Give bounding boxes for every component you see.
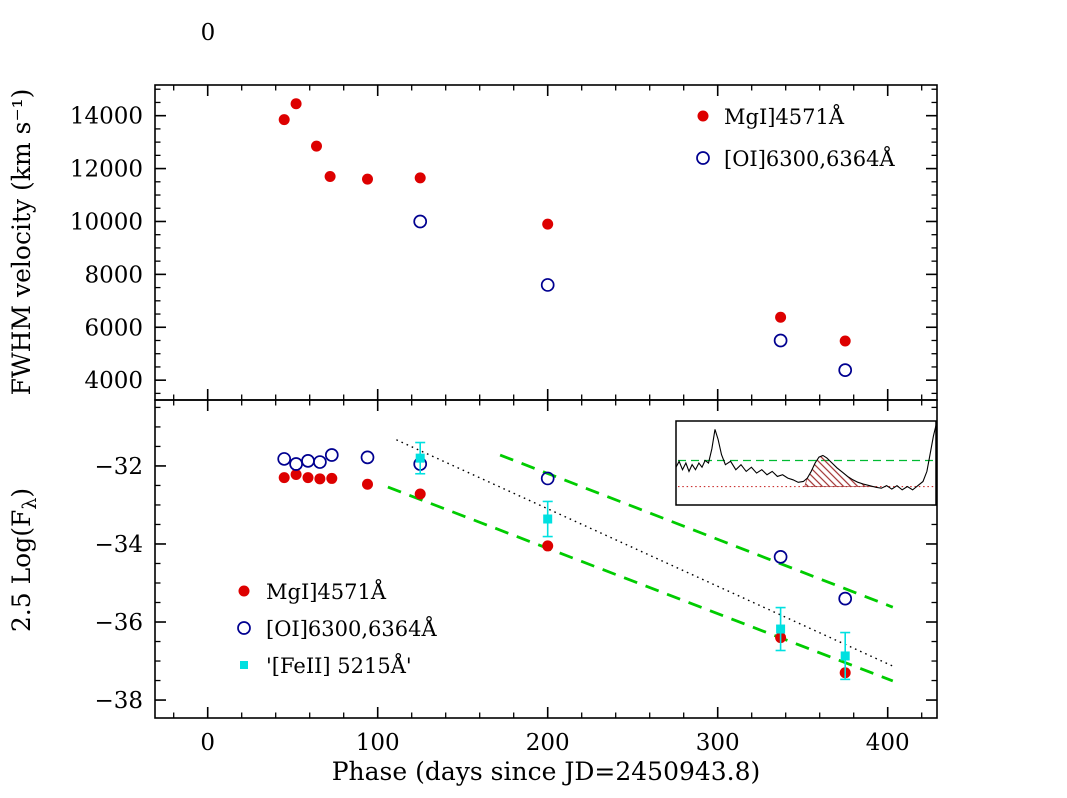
bottom-legend: MgI]4571Å [OI]6300,6364Å '[FeII] 5215Å'	[237, 579, 437, 678]
y-tick-label: −38	[94, 688, 143, 714]
y-tick-label: 4000	[84, 368, 143, 394]
decline-slope-lower-line	[387, 485, 894, 683]
x-tick-label: 400	[866, 730, 910, 756]
data-point	[838, 363, 853, 377]
top-axis-zero-label: 0	[201, 20, 216, 46]
top-legend: MgI]4571Å [OI]6300,6364Å	[696, 104, 895, 171]
data-point	[302, 472, 314, 484]
data-point	[324, 171, 336, 183]
legend-label-mgi-bottom: MgI]4571Å	[266, 579, 387, 604]
bottom-y-axis-title: 2.5 Log(Fλ)	[7, 488, 41, 632]
inset-spectrum-trace	[675, 425, 937, 491]
top-y-axis-title: FWHM velocity (km s⁻¹)	[7, 89, 36, 396]
data-point	[542, 540, 554, 552]
series-open-circle	[413, 214, 853, 377]
data-point	[311, 140, 322, 152]
data-point	[362, 478, 373, 490]
y-tick-label: 10000	[70, 209, 143, 235]
data-point	[542, 218, 554, 230]
data-point	[776, 624, 786, 634]
data-point	[290, 469, 302, 481]
data-point	[414, 488, 426, 500]
data-point	[414, 172, 426, 184]
x-tick-label: 100	[356, 730, 400, 756]
data-point	[301, 454, 315, 468]
data-point	[540, 278, 555, 292]
data-point	[314, 473, 326, 485]
legend-label-mgi-top: MgI]4571Å	[724, 104, 845, 129]
data-point	[238, 585, 250, 597]
legend-label-oi-top: [OI]6300,6364Å	[724, 146, 895, 171]
data-point	[415, 453, 425, 463]
y-tick-label: 8000	[84, 262, 143, 288]
legend-label-oi-bottom: [OI]6300,6364Å	[266, 616, 437, 641]
data-point	[313, 455, 327, 469]
y-tick-label: 12000	[70, 157, 143, 183]
data-point	[362, 173, 373, 185]
data-point	[697, 110, 709, 122]
data-point	[240, 661, 248, 669]
data-point	[277, 452, 292, 466]
data-point	[360, 450, 375, 465]
x-tick-label: 200	[526, 730, 570, 756]
data-point	[324, 448, 339, 462]
data-point	[773, 333, 788, 348]
bottom-panel-frame	[154, 399, 938, 719]
inset-background	[676, 421, 936, 505]
data-point	[413, 214, 428, 229]
data-point	[326, 472, 338, 484]
y-tick-label: −34	[94, 532, 143, 558]
x-tick-label: 300	[696, 730, 740, 756]
bottom-panel: 0 100 200 300 400 −38 −36 −34 −32	[94, 400, 937, 756]
series-filled-square	[415, 441, 851, 681]
top-panel-frame	[154, 84, 938, 401]
x-tick-label: 0	[200, 730, 215, 756]
data-point	[839, 335, 851, 347]
data-point	[237, 621, 251, 635]
data-point	[289, 457, 303, 471]
data-point	[838, 591, 853, 606]
data-point	[278, 472, 290, 484]
data-point	[278, 114, 290, 126]
legend-label-feii-bottom: '[FeII] 5215Å'	[266, 653, 412, 678]
data-point	[775, 311, 787, 323]
data-point	[773, 550, 788, 564]
inset-frame	[675, 420, 937, 506]
x-axis-title: Phase (days since JD=2450943.8)	[332, 757, 761, 786]
y-tick-label: −36	[94, 610, 143, 636]
y-tick-label: −32	[94, 454, 143, 480]
y-tick-label: 6000	[84, 315, 143, 341]
inset-spectrum	[675, 420, 937, 506]
y-tick-label: 14000	[70, 104, 143, 130]
data-point	[543, 514, 553, 524]
decline-slope-upper-line	[499, 453, 894, 609]
data-point	[540, 471, 555, 486]
top-panel: 4000 6000 8000 10000 12000 14000	[70, 85, 937, 400]
data-point	[696, 151, 710, 165]
data-point	[840, 651, 850, 661]
series-filled-circle	[278, 98, 851, 347]
data-point	[290, 98, 302, 110]
plot-frames	[154, 84, 938, 719]
